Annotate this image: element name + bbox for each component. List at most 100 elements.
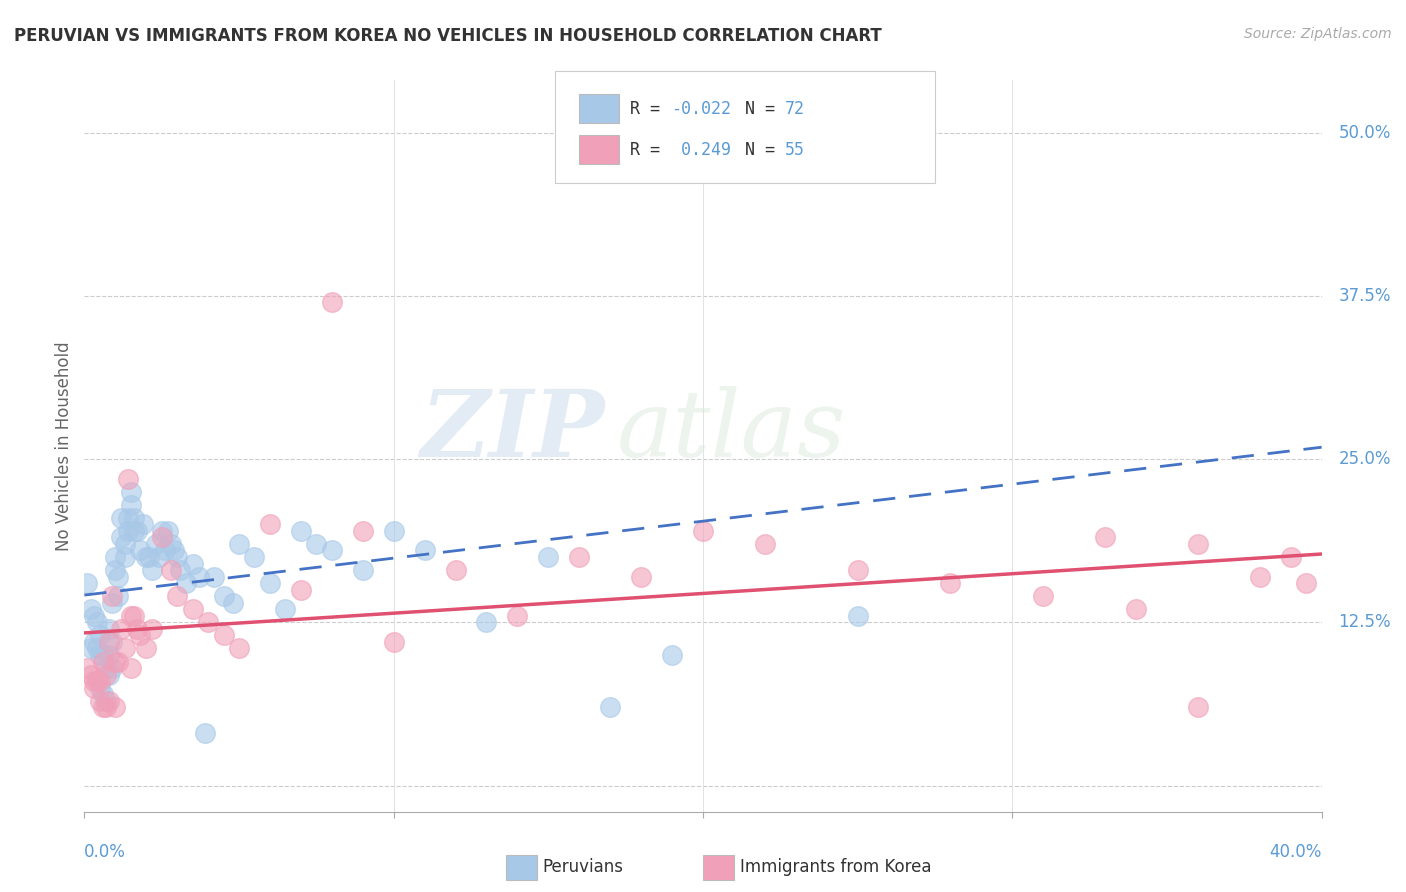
Point — [98, 622, 121, 636]
Point — [228, 641, 250, 656]
Point — [114, 537, 136, 551]
Point — [94, 700, 117, 714]
Point — [153, 543, 176, 558]
Point — [89, 681, 111, 695]
Point — [125, 524, 148, 538]
Text: 25.0%: 25.0% — [1339, 450, 1391, 468]
Text: 40.0%: 40.0% — [1270, 843, 1322, 861]
Point — [166, 549, 188, 564]
Text: 37.5%: 37.5% — [1339, 287, 1391, 305]
Text: 55: 55 — [785, 141, 804, 159]
Point — [321, 295, 343, 310]
Point — [83, 608, 105, 623]
Point — [160, 537, 183, 551]
Point — [107, 569, 129, 583]
Point — [98, 694, 121, 708]
Point — [194, 726, 217, 740]
Text: Peruvians: Peruvians — [543, 858, 624, 876]
Point — [352, 524, 374, 538]
Point — [661, 648, 683, 662]
Text: ZIP: ZIP — [420, 386, 605, 476]
Point — [163, 543, 186, 558]
Text: PERUVIAN VS IMMIGRANTS FROM KOREA NO VEHICLES IN HOUSEHOLD CORRELATION CHART: PERUVIAN VS IMMIGRANTS FROM KOREA NO VEH… — [14, 27, 882, 45]
Text: 0.249: 0.249 — [671, 141, 731, 159]
Text: Source: ZipAtlas.com: Source: ZipAtlas.com — [1244, 27, 1392, 41]
Point — [114, 641, 136, 656]
Point — [212, 628, 235, 642]
Point — [120, 484, 142, 499]
Point — [290, 582, 312, 597]
Point — [76, 661, 98, 675]
Text: 72: 72 — [785, 100, 804, 118]
Point — [83, 635, 105, 649]
Y-axis label: No Vehicles in Household: No Vehicles in Household — [55, 341, 73, 551]
Point — [101, 661, 124, 675]
Point — [120, 498, 142, 512]
Point — [352, 563, 374, 577]
Point — [91, 648, 114, 662]
Point — [101, 596, 124, 610]
Text: atlas: atlas — [616, 386, 846, 476]
Point — [135, 641, 157, 656]
Point — [150, 530, 173, 544]
Point — [187, 569, 209, 583]
Point — [723, 138, 745, 153]
Point — [1125, 602, 1147, 616]
Point — [79, 641, 101, 656]
Point — [98, 635, 121, 649]
Point — [117, 511, 139, 525]
Point — [117, 524, 139, 538]
Text: R =: R = — [630, 141, 669, 159]
Point — [228, 537, 250, 551]
Point — [156, 524, 179, 538]
Point — [243, 549, 266, 564]
Point — [104, 549, 127, 564]
Point — [1094, 530, 1116, 544]
Point — [537, 549, 560, 564]
Point — [382, 524, 405, 538]
Point — [630, 569, 652, 583]
Point — [91, 655, 114, 669]
Point — [89, 674, 111, 689]
Point — [150, 524, 173, 538]
Point — [104, 655, 127, 669]
Point — [259, 576, 281, 591]
Point — [444, 563, 467, 577]
Point — [76, 576, 98, 591]
Point — [89, 648, 111, 662]
Point — [181, 602, 204, 616]
Point — [1249, 569, 1271, 583]
Point — [568, 549, 591, 564]
Point — [104, 563, 127, 577]
Text: Immigrants from Korea: Immigrants from Korea — [740, 858, 931, 876]
Point — [129, 628, 152, 642]
Text: N =: N = — [745, 100, 785, 118]
Point — [321, 543, 343, 558]
Point — [79, 667, 101, 681]
Point — [166, 589, 188, 603]
Point — [413, 543, 436, 558]
Point — [1295, 576, 1317, 591]
Point — [181, 557, 204, 571]
Point — [1187, 700, 1209, 714]
Point — [176, 576, 198, 591]
Point — [132, 517, 155, 532]
Point — [117, 472, 139, 486]
Point — [91, 700, 114, 714]
Point — [86, 641, 108, 656]
Point — [89, 694, 111, 708]
Point — [202, 569, 225, 583]
Point — [94, 694, 117, 708]
Point — [83, 674, 105, 689]
Point — [846, 563, 869, 577]
Point — [129, 543, 152, 558]
Text: N =: N = — [745, 141, 785, 159]
Point — [141, 563, 163, 577]
Text: 50.0%: 50.0% — [1339, 123, 1391, 142]
Point — [104, 700, 127, 714]
Point — [754, 537, 776, 551]
Point — [141, 622, 163, 636]
Point — [169, 563, 191, 577]
Text: R =: R = — [630, 100, 669, 118]
Point — [122, 524, 145, 538]
